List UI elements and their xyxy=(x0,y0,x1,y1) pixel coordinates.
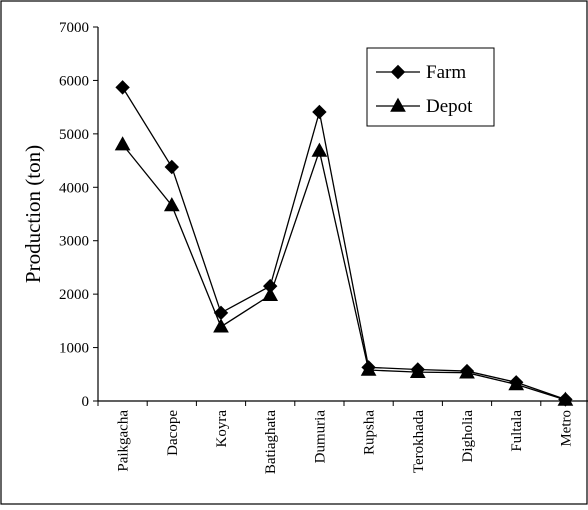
y-axis-label: Production (ton) xyxy=(21,145,45,283)
x-tick-label: Paikgacha xyxy=(116,410,132,472)
axes: 0 1000 2000 3000 4000 5000 6000 7000 Paikgacha Da… xyxy=(59,20,588,474)
legend-label: Depot xyxy=(426,96,473,117)
data-point-depot xyxy=(114,136,131,151)
legend-entry-farm: Farm xyxy=(376,62,466,83)
data-point-depot xyxy=(459,364,475,379)
y-tick-label: 7000 xyxy=(59,20,89,36)
data-point-farm xyxy=(115,80,130,95)
data-point-depot xyxy=(163,197,180,212)
legend-box xyxy=(366,47,495,127)
series-line-farm xyxy=(122,87,566,401)
x-tick-label: Metro xyxy=(558,410,574,447)
x-tick-label: Dacope xyxy=(165,410,181,456)
y-tick-label: 3000 xyxy=(59,234,89,250)
x-tick-label: Dumuria xyxy=(312,410,328,464)
data-point-depot xyxy=(262,286,279,302)
data-point-depot xyxy=(213,318,229,333)
legend-marker-diamond xyxy=(390,64,406,80)
data-point-depot xyxy=(311,142,328,157)
legend-label: Farm xyxy=(426,62,466,83)
legend-marker-triangle xyxy=(390,97,406,112)
legend: Farm Depot xyxy=(366,47,495,127)
x-tick-label: Koyra xyxy=(214,410,230,448)
legend-items: Farm Depot xyxy=(376,62,473,117)
series-depot xyxy=(114,136,574,406)
series-layer xyxy=(114,80,574,407)
x-tick-label: Terokhada xyxy=(411,410,427,473)
data-point-depot xyxy=(409,363,426,378)
data-point-farm xyxy=(312,104,327,120)
x-tick-label: Digholia xyxy=(460,410,476,463)
y-tick-label: 1000 xyxy=(59,341,89,357)
y-tick-label: 4000 xyxy=(59,180,89,196)
x-tick-label: Batiaghata xyxy=(263,410,279,474)
y-tick-label: 2000 xyxy=(59,287,89,303)
data-point-depot xyxy=(508,376,525,391)
y-tick-label: 5000 xyxy=(59,127,89,143)
series-line-depot xyxy=(122,144,566,401)
x-tick-label: Fultala xyxy=(509,410,525,452)
data-point-depot xyxy=(557,391,574,406)
x-tick-label: Rupsha xyxy=(362,410,378,455)
y-tick-label: 0 xyxy=(82,394,90,410)
legend-entry-depot: Depot xyxy=(376,96,473,117)
data-point-farm xyxy=(164,159,180,175)
data-point-depot xyxy=(360,361,377,376)
y-tick-label: 6000 xyxy=(59,73,89,89)
